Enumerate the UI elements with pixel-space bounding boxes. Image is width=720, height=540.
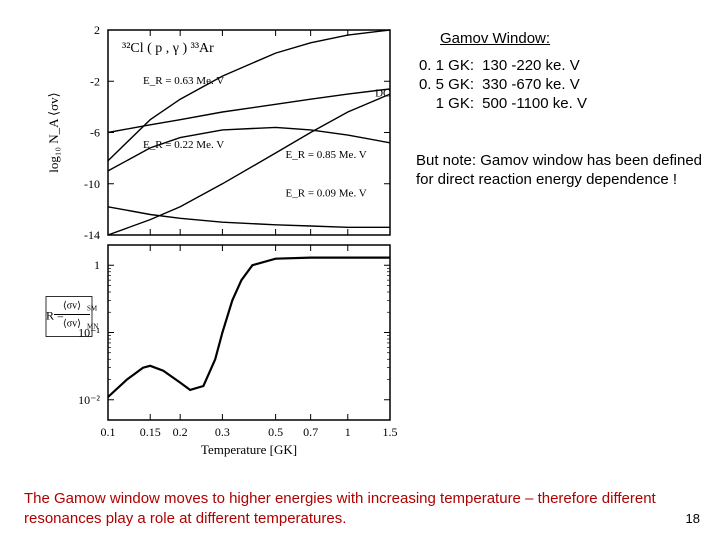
svg-text:SM: SM [87,305,98,313]
row-range: 330 -670 ke. V [478,76,580,93]
gamov-window-heading: Gamov Window: [410,30,705,47]
gamov-row: 0. 1 GK: 130 -220 ke. V [416,57,705,74]
svg-text:1: 1 [345,425,351,439]
svg-text:Temperature [GK]: Temperature [GK] [201,442,297,457]
svg-text:E_R = 0.85 Me. V: E_R = 0.85 Me. V [286,149,367,161]
svg-text:10⁻²: 10⁻² [78,393,100,407]
row-temp: 0. 5 GK: [416,76,474,93]
svg-text:-14: -14 [84,228,100,242]
row-range: 130 -220 ke. V [478,57,580,74]
gamov-row: 0. 5 GK: 330 -670 ke. V [416,76,705,93]
footer-text: The Gamow window moves to higher energie… [24,489,690,528]
svg-text:⟨σv⟩: ⟨σv⟩ [63,319,81,330]
svg-text:0.15: 0.15 [140,425,161,439]
page-number: 18 [686,511,700,526]
gamov-row: 1 GK: 500 -1100 ke. V [416,95,705,112]
svg-text:⟨σv⟩: ⟨σv⟩ [63,301,81,312]
stacked-charts: -14 -10 -6 -2 2 log₁₀ N_A ⟨σv⟩ ³²Cl ( p , γ ) … [40,20,400,460]
svg-text:1.5: 1.5 [383,425,398,439]
svg-text:0.2: 0.2 [173,425,188,439]
info-column: Gamov Window: 0. 1 GK: 130 -220 ke. V 0.… [410,30,705,190]
gamov-note: But note: Gamov window has been defined … [410,152,705,190]
svg-text:log₁₀ N_A ⟨σv⟩: log₁₀ N_A ⟨σv⟩ [46,92,61,172]
svg-text:E_R = 0.22 Me. V: E_R = 0.22 Me. V [143,139,224,151]
svg-text:0.5: 0.5 [268,425,283,439]
svg-text:-2: -2 [90,74,100,88]
charts-container: -14 -10 -6 -2 2 log₁₀ N_A ⟨σv⟩ ³²Cl ( p , γ ) … [40,20,400,460]
row-temp: 1 GK: [416,95,474,112]
svg-text:2: 2 [94,23,100,37]
row-temp: 0. 1 GK: [416,57,474,74]
svg-text:³²Cl ( p , γ ) ³³Ar: ³²Cl ( p , γ ) ³³Ar [122,41,214,56]
svg-text:1: 1 [94,258,100,272]
svg-text:0.7: 0.7 [303,425,318,439]
svg-text:0.1: 0.1 [101,425,116,439]
row-range: 500 -1100 ke. V [478,95,587,112]
svg-text:E_R = 0.09 Me. V: E_R = 0.09 Me. V [286,188,367,200]
svg-text:MN: MN [87,323,98,331]
svg-text:-6: -6 [90,126,100,140]
svg-text:0.3: 0.3 [215,425,230,439]
svg-text:E_R = 0.63 Me. V: E_R = 0.63 Me. V [143,75,224,87]
svg-text:-10: -10 [84,177,100,191]
svg-text:R =: R = [46,309,64,323]
